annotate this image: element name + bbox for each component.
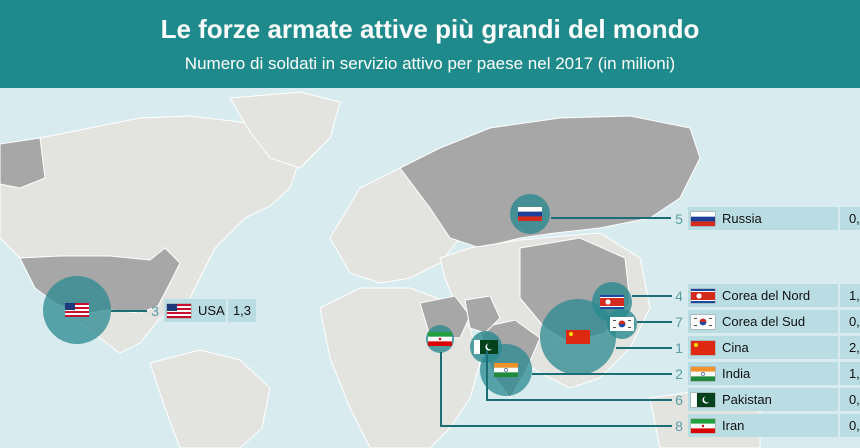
china-flag-icon	[691, 341, 715, 355]
rank-label: 5	[675, 210, 683, 227]
country-row-china: 1 Cina 2,2	[670, 336, 860, 359]
leader-india	[532, 373, 672, 375]
country-row-usa: 3 USA 1,3	[146, 299, 256, 322]
bubble-usa	[43, 276, 111, 344]
leader-russia	[551, 217, 671, 219]
usa-flag-icon	[167, 304, 191, 318]
value-label: 1,3	[228, 299, 256, 322]
country-name: India	[722, 366, 751, 381]
value-label: 1,4	[840, 362, 860, 385]
country-name: Iran	[722, 418, 745, 433]
country-name: Cina	[722, 340, 749, 355]
country-row-russia: 5 Russia 0,8	[670, 207, 860, 230]
pakistan-flag-icon	[691, 393, 715, 407]
india-flag-icon	[691, 367, 715, 381]
country-row-north-korea: 4 Corea del Nord 1,2	[670, 284, 860, 307]
header-banner: Le forze armate attive più grandi del mo…	[0, 0, 860, 88]
value-label: 0,8	[840, 207, 860, 230]
rank-label: 7	[675, 313, 683, 330]
russia-flag-icon	[691, 212, 715, 226]
russia-landmass	[399, 115, 701, 249]
north-korea-flag-icon	[691, 289, 715, 303]
leader-iran-v	[440, 352, 442, 426]
leader-south-korea	[637, 321, 672, 323]
bubble-pakistan	[470, 331, 502, 363]
country-row-south-korea: 7 Corea del Sud 0,6	[670, 310, 860, 333]
greenland	[229, 91, 341, 169]
country-name: Russia	[722, 211, 762, 226]
south-america-landmass	[149, 349, 271, 448]
rank-label: 1	[675, 339, 683, 356]
leader-china	[616, 347, 672, 349]
country-name: Corea del Sud	[722, 314, 806, 329]
country-name: Corea del Nord	[722, 288, 811, 303]
pakistan-landmass	[464, 295, 501, 334]
rank-label: 8	[675, 417, 683, 434]
value-label: 0,5	[840, 414, 860, 437]
leader-pakistan	[486, 399, 672, 401]
bubble-russia	[510, 194, 550, 234]
bubble-iran	[426, 325, 454, 353]
world-map	[0, 88, 860, 448]
value-label: 0,7	[840, 388, 860, 411]
rank-label: 4	[675, 287, 683, 304]
rank-label: 2	[675, 365, 683, 382]
country-row-india: 2 India 1,4	[670, 362, 860, 385]
rank-label: 6	[675, 391, 683, 408]
country-name: USA	[198, 303, 225, 318]
iran-flag-icon	[691, 419, 715, 433]
alaska	[0, 137, 46, 189]
bubble-china	[540, 299, 616, 375]
rank-label: 3	[151, 302, 159, 319]
leader-usa	[111, 310, 147, 312]
value-label: 2,2	[840, 336, 860, 359]
country-row-iran: 8 Iran 0,5	[670, 414, 860, 437]
page-title: Le forze armate attive più grandi del mo…	[160, 14, 700, 44]
leader-north-korea	[632, 295, 672, 297]
south-korea-flag-icon	[691, 315, 715, 329]
leader-iran	[440, 425, 672, 427]
country-row-pakistan: 6 Pakistan 0,7	[670, 388, 860, 411]
value-label: 0,6	[840, 310, 860, 333]
leader-pakistan-v	[486, 350, 488, 400]
country-name: Pakistan	[722, 392, 772, 407]
page-subtitle: Numero di soldati in servizio attivo per…	[184, 54, 676, 73]
value-label: 1,2	[840, 284, 860, 307]
bubble-south-korea	[607, 309, 637, 339]
